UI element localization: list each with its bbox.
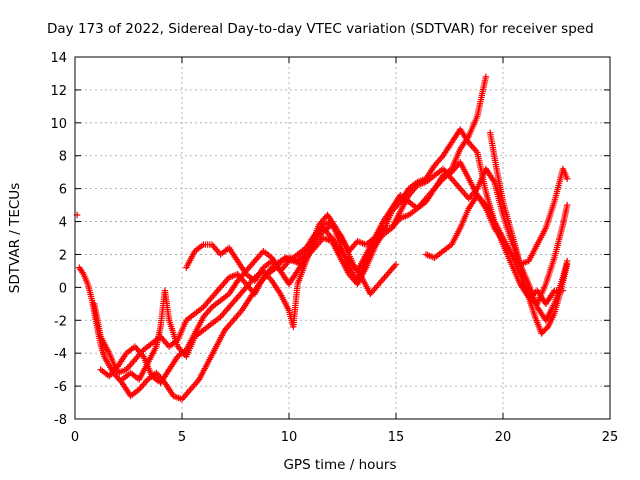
chart-title: Day 173 of 2022, Sidereal Day-to-day VTE… [47, 21, 594, 37]
x-tick-label: 20 [495, 430, 512, 445]
data-point [564, 201, 571, 209]
x-axis-label: GPS time / hours [283, 457, 396, 473]
y-tick-label: 14 [50, 51, 67, 66]
y-tick-label: 2 [59, 248, 67, 263]
y-tick-label: 6 [59, 183, 67, 198]
y-tick-label: 10 [50, 117, 67, 132]
data-point [564, 261, 571, 268]
y-axis-ticks: -8 -6 -4 -2 0 2 4 6 8 10 12 14 [50, 51, 610, 428]
data-points [73, 73, 571, 403]
y-axis-label: SDTVAR / TECUs [7, 183, 23, 293]
y-tick-label: -2 [54, 314, 67, 329]
series-trace-a [76, 211, 400, 403]
data-point [482, 73, 490, 80]
y-tick-label: -6 [54, 380, 67, 395]
series-trace-g [486, 129, 571, 337]
x-tick-label: 10 [281, 430, 298, 445]
plot-border [74, 56, 611, 420]
x-tick-label: 15 [388, 430, 405, 445]
x-axis-ticks: 0 5 10 15 20 25 [71, 57, 618, 445]
y-tick-label: 0 [59, 281, 67, 296]
x-tick-label: 25 [602, 430, 619, 445]
y-tick-label: -4 [54, 347, 67, 362]
y-tick-label: 12 [50, 84, 67, 99]
x-tick-label: 0 [71, 430, 79, 445]
y-tick-label: -8 [54, 413, 67, 428]
series-trace-b [91, 165, 571, 377]
data-point [392, 261, 400, 268]
data-point [564, 175, 571, 182]
series-trace-e [183, 73, 490, 284]
series-trace-f [422, 165, 571, 268]
y-tick-label: 4 [59, 216, 67, 231]
y-tick-label: 8 [59, 150, 67, 165]
x-tick-label: 5 [178, 430, 186, 445]
